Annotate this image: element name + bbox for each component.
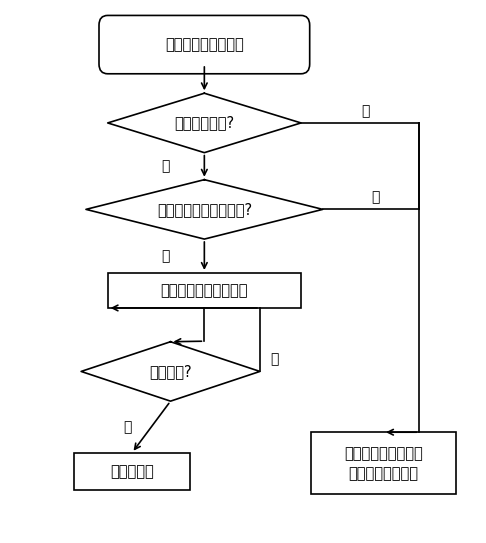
- Bar: [108, 273, 301, 308]
- Text: 是: 是: [161, 249, 170, 263]
- Bar: [311, 432, 455, 494]
- Text: 是: 是: [123, 420, 131, 434]
- Text: 加热完毕?: 加热完毕?: [149, 364, 192, 379]
- Text: 否: 否: [372, 191, 380, 205]
- Text: 收到启动发动机信号: 收到启动发动机信号: [165, 37, 243, 52]
- Text: 加热线路正常?: 加热线路正常?: [174, 116, 234, 130]
- Text: 否: 否: [361, 104, 369, 118]
- Text: 按照发动机冷启动减
排策略启动发动机: 按照发动机冷启动减 排策略启动发动机: [344, 446, 422, 481]
- Text: 按照加热策略进行加热: 按照加热策略进行加热: [160, 283, 248, 298]
- Text: 是: 是: [161, 159, 170, 173]
- Text: 启动发动机: 启动发动机: [110, 464, 154, 479]
- Text: 否: 否: [270, 352, 278, 367]
- Text: 电源电压高于预定电压?: 电源电压高于预定电压?: [157, 202, 252, 217]
- Bar: [74, 453, 190, 490]
- FancyBboxPatch shape: [99, 15, 310, 74]
